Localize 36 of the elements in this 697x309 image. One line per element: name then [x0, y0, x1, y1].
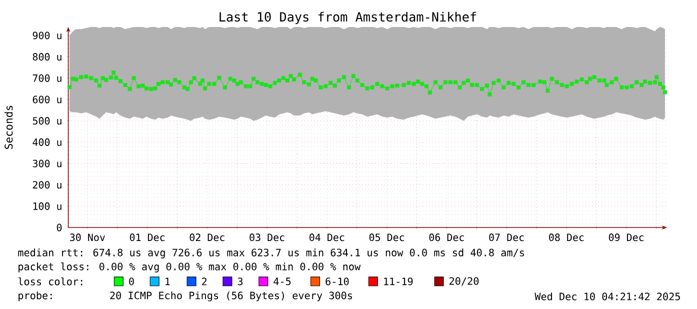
x-tick-label: 09 Dec	[608, 233, 644, 241]
y-tick-label: 800 u	[32, 52, 62, 60]
y-tick-label: 700 u	[32, 74, 62, 82]
text: 20/20	[450, 277, 479, 286]
y-tick-label: 900 u	[32, 32, 62, 40]
y-tick-label: 300 u	[32, 160, 62, 168]
text: 0	[129, 277, 134, 286]
x-tick-label: 06 Dec	[429, 233, 464, 241]
text: packet loss: 0.00 % avg 0.00 % max 0.00 % min 0.00 % now	[18, 262, 361, 272]
text: 1	[166, 278, 170, 285]
y-axis-title: Seconds	[4, 106, 13, 149]
x-tick-label: 03 Dec	[250, 233, 284, 241]
text: 11-19	[384, 277, 413, 286]
text: median rtt: 674.8 us avg 726.6 us max 623.7 us min 634.1 us now 0.0 ms sd 40.8 am/s	[18, 248, 524, 258]
y-tick-label: 200 u	[32, 180, 62, 188]
text: 20 ICMP Echo Pings (56 Bytes) every 300s	[110, 291, 352, 302]
chart-title: Last 10 Days from Amsterdam-Nikhef	[220, 12, 476, 24]
text: 6-10	[326, 277, 349, 286]
y-tick-label: 500 u	[32, 116, 62, 124]
x-tick-label: 05 Dec	[369, 233, 404, 241]
text: 3	[238, 277, 243, 286]
x-tick-label: 30 Nov	[70, 233, 105, 241]
x-tick-label: 07 Dec	[489, 233, 524, 241]
y-tick-label: 400 u	[32, 138, 62, 146]
y-tick-label: 0	[56, 224, 62, 232]
text: 4-5	[274, 277, 291, 286]
y-tick-label: 600 u	[32, 96, 62, 104]
y-tick-label: 100 u	[33, 202, 62, 210]
text: loss color:	[18, 277, 82, 286]
x-tick-label: 01 Dec	[130, 233, 164, 241]
x-tick-label: 02 Dec	[190, 233, 224, 241]
text: probe:	[18, 291, 52, 302]
text: 2	[202, 277, 207, 285]
x-tick-label: 04 Dec	[310, 233, 344, 241]
x-tick-label: 08 Dec	[549, 233, 584, 241]
text: Wed Dec 10 04:21:42 2025	[534, 292, 680, 300]
